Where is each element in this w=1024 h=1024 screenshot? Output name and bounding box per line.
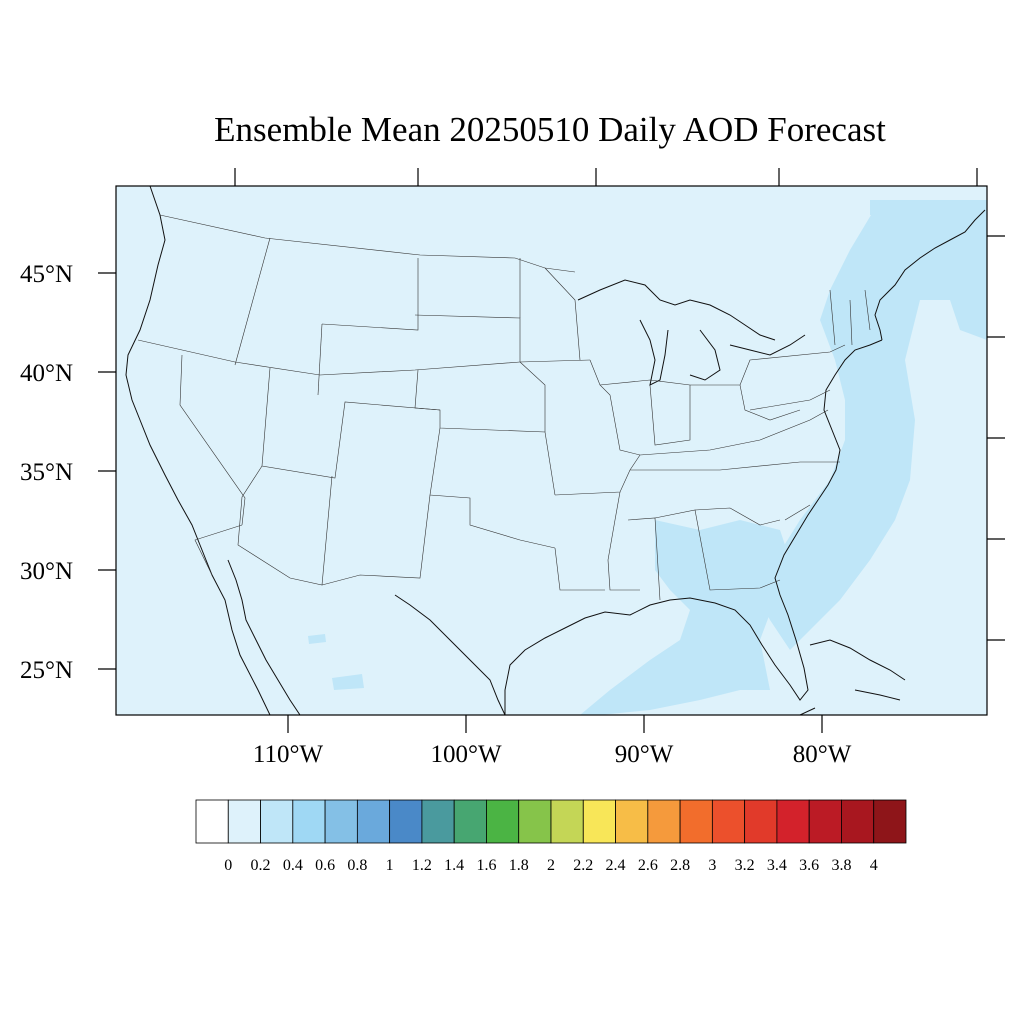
colorbar-tick-label: 4 (870, 857, 878, 874)
colorbar-swatch (389, 799, 423, 844)
colorbar-labels: 0 0.2 0.4 0.6 0.8 1 1.2 1.4 1.6 1.8 2 2.2 2.4 2.6 2.8 3… (224, 857, 877, 874)
lon-label: 90°W (615, 741, 674, 768)
colorbar-tick-label: 3.6 (799, 857, 819, 874)
lon-label: 100°W (430, 741, 501, 768)
bottom-ticks (287, 715, 823, 733)
colorbar-tick-label: 1.2 (412, 857, 432, 874)
colorbar-swatch (550, 799, 584, 844)
lon-label: 110°W (253, 741, 324, 768)
colorbar-swatch (324, 799, 358, 844)
colorbar-swatch (776, 799, 810, 844)
lon-label: 80°W (793, 741, 852, 768)
right-ticks (987, 235, 1005, 641)
colorbar-swatch (518, 799, 552, 844)
lat-labels: 45°N 40°N 35°N 30°N 25°N (20, 261, 73, 684)
colorbar-tick-label: 2.2 (573, 857, 593, 874)
colorbar-swatch (292, 799, 326, 844)
colorbar-swatch (679, 799, 713, 844)
colorbar-swatch (227, 799, 261, 844)
aod-plume-canada (870, 200, 880, 215)
colorbar-tick-label: 2 (547, 857, 555, 874)
colorbar-tick-label: 2.8 (670, 857, 690, 874)
colorbar-swatch (421, 799, 455, 844)
colorbar-swatch (744, 799, 778, 844)
colorbar-swatch (486, 799, 520, 844)
baja-coastline (227, 559, 301, 715)
colorbar-swatch (873, 799, 907, 844)
aod-plume-atlantic (760, 200, 987, 650)
colorbar-tick-label: 0.6 (315, 857, 335, 874)
colorbar-tick-label: 0 (224, 857, 232, 874)
colorbar-tick-label: 0.2 (251, 857, 271, 874)
colorbar-tick-label: 0.4 (283, 857, 303, 874)
colorbar-tick-label: 3.4 (767, 857, 787, 874)
colorbar-swatch (260, 799, 294, 844)
lat-label: 35°N (20, 459, 73, 486)
map-title: Ensemble Mean 20250510 Daily AOD Forecas… (214, 110, 886, 149)
lat-label: 45°N (20, 261, 73, 288)
colorbar-swatch (453, 799, 487, 844)
lat-label: 30°N (20, 558, 73, 585)
colorbar-swatch (808, 799, 842, 844)
mexico-east-coastline (394, 594, 506, 715)
colorbar-tick-label: 2.4 (606, 857, 626, 874)
colorbar-swatch (356, 799, 391, 844)
left-ticks (98, 272, 116, 670)
gulf-coastline (504, 339, 883, 715)
colorbar (195, 799, 907, 844)
aod-plume-gulf (580, 520, 790, 715)
colorbar-swatch (615, 799, 649, 844)
lat-label: 40°N (20, 360, 73, 387)
aod-plume-mexico-small (332, 674, 364, 690)
colorbar-tick-label: 1 (386, 857, 394, 874)
colorbar-tick-label: 3.8 (831, 857, 851, 874)
colorbar-swatch (582, 799, 616, 844)
caribbean-islands (799, 639, 906, 715)
top-ticks (234, 168, 978, 186)
colorbar-tick-label: 0.8 (347, 857, 367, 874)
colorbar-swatch (647, 799, 681, 844)
state-borders (137, 214, 871, 601)
colorbar-swatch (841, 799, 875, 844)
northeast-coastline (874, 209, 986, 341)
map-frame (115, 185, 988, 716)
lat-label: 25°N (20, 657, 73, 684)
aod-plume-mexico-small-2 (308, 634, 326, 644)
colorbar-swatch (195, 799, 229, 844)
colorbar-swatch (711, 799, 746, 844)
colorbar-tick-label: 1.6 (476, 857, 496, 874)
colorbar-tick-label: 1.4 (444, 857, 464, 874)
west-coastline (125, 186, 271, 715)
colorbar-tick-label: 3.2 (735, 857, 755, 874)
colorbar-tick-label: 3 (708, 857, 716, 874)
colorbar-tick-label: 2.6 (638, 857, 658, 874)
lon-labels: 110°W 100°W 90°W 80°W (253, 741, 852, 768)
colorbar-tick-label: 1.8 (509, 857, 529, 874)
